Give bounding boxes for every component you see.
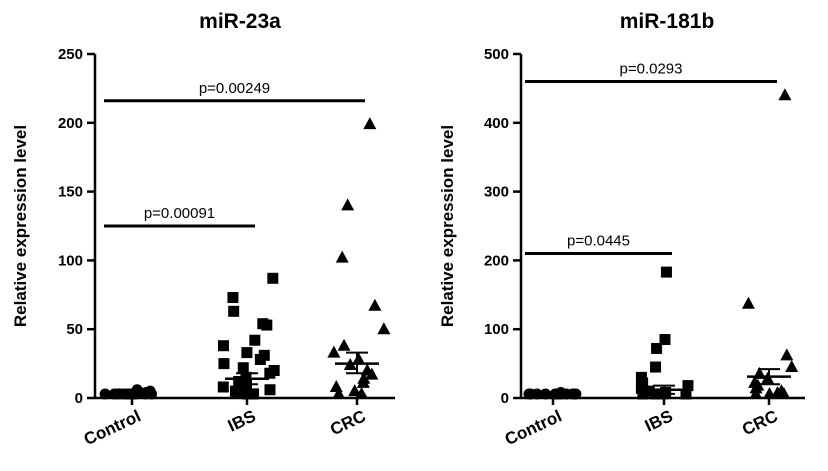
data-point-triangle [785, 360, 799, 373]
data-point-square [680, 388, 692, 400]
data-point-square [637, 377, 649, 389]
y-tick-label: 100 [58, 252, 83, 269]
chart-title: miR-181b [620, 10, 715, 33]
data-point-square [650, 361, 662, 373]
chart-title: miR-23a [199, 10, 281, 33]
data-point-triangle [365, 367, 379, 380]
data-point-triangle [780, 348, 794, 361]
data-point-triangle [741, 296, 755, 309]
category-label: IBS [642, 406, 676, 435]
data-point-square [242, 388, 254, 400]
data-point-square [240, 371, 252, 383]
y-tick-label: 500 [484, 46, 509, 63]
data-point-triangle [363, 117, 377, 130]
data-point-square [659, 334, 671, 346]
p-value-label: p=0.00249 [199, 80, 270, 97]
data-point-circle [146, 388, 158, 400]
data-point-triangle [778, 88, 792, 101]
data-point-square [237, 362, 249, 374]
data-point-square [232, 386, 244, 398]
data-point-triangle [355, 386, 369, 399]
data-point-triangle [335, 250, 349, 263]
data-point-square [264, 367, 276, 379]
y-axis-label: Relative expression level [438, 125, 457, 327]
data-point-square [217, 381, 229, 393]
category-label: IBS [225, 406, 259, 435]
data-point-triangle [762, 387, 776, 399]
data-point-circle [99, 388, 111, 400]
data-point-triangle [377, 322, 391, 335]
data-point-triangle [749, 387, 763, 399]
data-point-triangle [341, 198, 355, 211]
data-point-triangle [352, 352, 366, 365]
data-point-triangle [332, 387, 346, 399]
data-point-square [227, 292, 239, 304]
data-point-square [651, 342, 663, 354]
data-point-square [635, 371, 647, 383]
data-point-square [637, 388, 649, 400]
data-point-square [682, 380, 694, 392]
data-point-square [254, 353, 266, 365]
panel-mir-23a: miR-23a Relative expression level 0 50 100 15… [11, 10, 395, 449]
category-label: Control [81, 406, 144, 449]
y-tick-label: 300 [484, 184, 509, 201]
data-point-triangle [329, 379, 343, 392]
data-point-square [267, 272, 279, 284]
data-point-triangle [327, 345, 341, 358]
y-tick-label: 100 [484, 321, 509, 338]
data-point-square [643, 385, 655, 397]
y-tick-label: 250 [58, 46, 83, 63]
data-point-square [249, 334, 261, 346]
panel-mir-181b: miR-181b Relative expression level 0 100 200… [438, 10, 805, 449]
p-value-label: p=0.00091 [144, 205, 215, 222]
data-point-triangle [356, 375, 370, 388]
data-point-square [261, 319, 273, 331]
data-point-square [241, 347, 253, 359]
data-point-triangle [348, 384, 362, 397]
data-point-circle [132, 385, 144, 397]
y-tick-label: 0 [75, 390, 83, 407]
y-tick-label: 0 [501, 390, 509, 407]
y-axis-label: Relative expression level [11, 125, 30, 327]
data-point-triangle [337, 338, 351, 351]
data-point-square [218, 358, 230, 370]
data-point-square [228, 305, 240, 317]
data-point-circle [122, 388, 134, 400]
data-point-circle [111, 388, 123, 400]
y-tick-label: 400 [484, 115, 509, 132]
y-tick-label: 150 [58, 184, 83, 201]
y-tick-label: 200 [58, 115, 83, 132]
data-point-square [635, 382, 647, 394]
p-value-label: p=0.0293 [620, 61, 683, 78]
data-point-triangle [368, 298, 382, 311]
data-point-square [217, 340, 229, 352]
p-value-label: p=0.0445 [567, 233, 630, 250]
category-label: CRC [739, 406, 780, 439]
data-point-square [233, 375, 245, 387]
data-point-square [264, 384, 276, 396]
data-point-square [660, 266, 672, 278]
category-label: CRC [327, 406, 368, 439]
category-label: Control [502, 406, 565, 449]
y-tick-label: 200 [484, 252, 509, 269]
data-point-triangle [777, 387, 791, 399]
y-tick-label: 50 [66, 321, 83, 338]
